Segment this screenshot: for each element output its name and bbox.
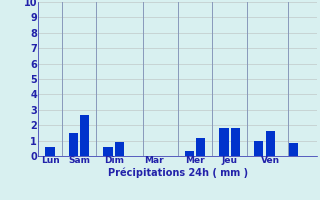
X-axis label: Précipitations 24h ( mm ): Précipitations 24h ( mm ): [108, 168, 248, 178]
Bar: [185, 151, 194, 156]
Bar: [45, 147, 55, 156]
Bar: [80, 115, 90, 156]
Bar: [254, 141, 263, 156]
Bar: [231, 128, 240, 156]
Bar: [68, 133, 78, 156]
Bar: [266, 131, 275, 156]
Bar: [196, 138, 205, 156]
Bar: [289, 143, 298, 156]
Bar: [115, 142, 124, 156]
Bar: [103, 147, 113, 156]
Bar: [220, 128, 229, 156]
